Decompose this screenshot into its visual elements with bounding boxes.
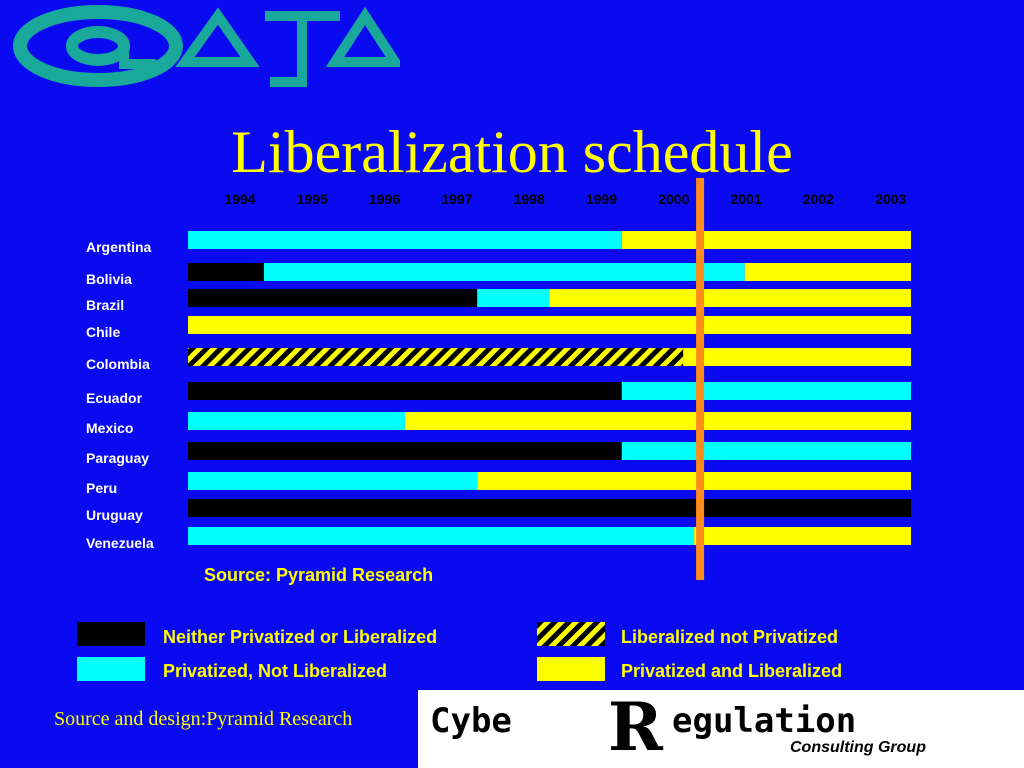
legend-label-liberalized-not-privatized: Liberalized not Privatized [621, 627, 839, 647]
bar-segment-argentina-privatized-and-liberalized [621, 231, 911, 249]
legend-swatch-privatized-not-liberalized [77, 657, 145, 681]
x-tick-label: 2003 [875, 191, 906, 207]
bar-segment-peru-privatized-and-liberalized [477, 472, 911, 490]
svg-text:Consulting Group: Consulting Group [790, 739, 926, 756]
bar-segment-peru-privatized-not-liberalized [188, 472, 478, 490]
svg-text:R: R [608, 690, 664, 766]
x-tick-label: 1994 [224, 191, 255, 207]
chart-title: Liberalization schedule [231, 119, 793, 185]
cyberegulation-logo: Cybe R egulation Consulting Group [418, 690, 1024, 768]
x-tick-label: 2000 [658, 191, 689, 207]
category-label-paraguay: Paraguay [86, 450, 149, 466]
x-tick-label: 1998 [514, 191, 545, 207]
category-label-mexico: Mexico [86, 420, 133, 436]
category-label-ecuador: Ecuador [86, 390, 143, 406]
bar-segment-ecuador-privatized-not-liberalized [621, 382, 911, 400]
bar-segment-venezuela-privatized-not-liberalized [188, 527, 695, 545]
x-tick-label: 1995 [297, 191, 328, 207]
bar-segment-venezuela-privatized-and-liberalized [694, 527, 911, 545]
svg-text:Cybe: Cybe [430, 701, 512, 741]
svg-text:egulation: egulation [672, 701, 856, 741]
bar-segment-paraguay-neither [188, 442, 622, 460]
bar-segment-argentina-privatized-not-liberalized [188, 231, 622, 249]
x-tick-label: 2002 [803, 191, 834, 207]
category-label-brazil: Brazil [86, 297, 124, 313]
legend-swatch-liberalized-not-privatized [537, 622, 605, 646]
category-label-colombia: Colombia [86, 356, 150, 372]
bar-segment-colombia-privatized-and-liberalized [683, 348, 911, 366]
footer-source: Source and design:Pyramid Research [54, 708, 353, 730]
bar-segment-bolivia-neither [188, 263, 264, 281]
bar-segment-mexico-privatized-and-liberalized [404, 412, 911, 430]
x-tick-label: 2001 [731, 191, 762, 207]
bar-segment-chile-privatized-and-liberalized [188, 316, 911, 334]
bar-segment-brazil-privatized-not-liberalized [477, 289, 550, 307]
bar-segment-bolivia-privatized-not-liberalized [263, 263, 745, 281]
bar-segment-colombia-liberalized-not-privatized [188, 348, 684, 366]
bar-segment-bolivia-privatized-and-liberalized [744, 263, 911, 281]
legend-label-neither: Neither Privatized or Liberalized [163, 627, 438, 647]
legend-label-privatized-and-liberalized: Privatized and Liberalized [621, 661, 843, 681]
bar-segment-paraguay-privatized-not-liberalized [621, 442, 911, 460]
category-label-chile: Chile [86, 324, 120, 340]
chart-source-note: Source: Pyramid Research [204, 565, 434, 585]
current-year-marker [696, 178, 705, 580]
ata-logo [13, 5, 400, 87]
legend-swatch-privatized-and-liberalized [537, 657, 605, 681]
x-tick-label: 1997 [441, 191, 472, 207]
category-label-argentina: Argentina [86, 239, 152, 255]
x-tick-label: 1999 [586, 191, 617, 207]
legend-label-privatized-not-liberalized: Privatized, Not Liberalized [163, 661, 388, 681]
bar-segment-uruguay-neither [188, 499, 911, 517]
bar-segment-ecuador-neither [188, 382, 622, 400]
legend-swatch-neither [77, 622, 145, 646]
category-label-peru: Peru [86, 480, 117, 496]
bar-segment-brazil-neither [188, 289, 478, 307]
x-tick-label: 1996 [369, 191, 400, 207]
category-label-uruguay: Uruguay [86, 507, 143, 523]
bar-segment-brazil-privatized-and-liberalized [549, 289, 911, 307]
category-label-bolivia: Bolivia [86, 271, 132, 287]
bar-segment-mexico-privatized-not-liberalized [188, 412, 405, 430]
category-label-venezuela: Venezuela [86, 535, 154, 551]
